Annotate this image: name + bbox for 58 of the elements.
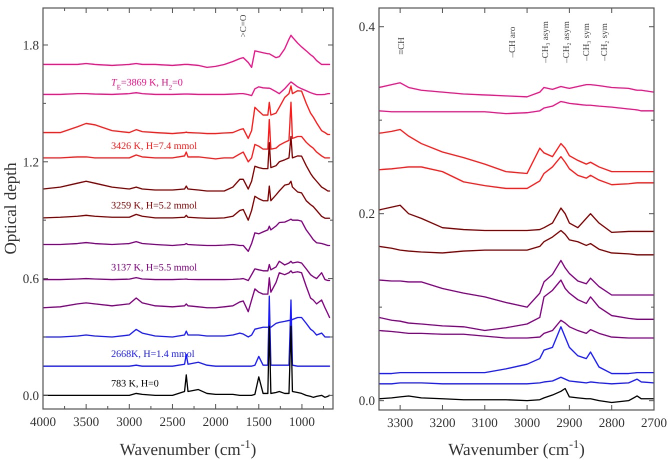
line-series — [379, 320, 654, 339]
x-tick-label: 3000 — [514, 415, 540, 430]
line-series — [379, 82, 654, 98]
line-series — [379, 204, 654, 234]
line-series — [43, 180, 330, 221]
line-series — [379, 128, 654, 174]
line-series — [379, 156, 654, 190]
line-series — [379, 326, 654, 374]
line-series — [43, 326, 330, 398]
x-tick-label: 2900 — [556, 415, 582, 430]
line-series — [43, 85, 330, 140]
line-series — [379, 388, 654, 404]
line-series — [379, 230, 654, 256]
annotation: –CH aro — [507, 26, 517, 58]
x-tick-label: 2500 — [159, 414, 186, 429]
x-tick-label: 3200 — [429, 415, 456, 430]
line-series — [379, 376, 654, 384]
annotation: –CH₃ sym — [581, 23, 591, 62]
x-tick-label: 1500 — [246, 414, 272, 429]
y-tick-label: 1.2 — [22, 154, 39, 170]
line-series — [43, 270, 330, 318]
annotation: –CH₂ sym — [599, 23, 609, 62]
y-axis-title: Optical depth — [1, 162, 20, 255]
series-label: 3259 K, H=5.2 mmol — [111, 200, 198, 212]
y-tick-label: 0.2 — [358, 206, 375, 222]
line-series — [43, 102, 330, 162]
annotation: –CH₃ asym — [540, 21, 550, 64]
y-tick-label: 0.4 — [358, 19, 376, 34]
series-label: 3426 K, H=7.4 mmol — [111, 140, 198, 152]
line-series — [43, 218, 330, 252]
line-series — [43, 295, 330, 367]
annotation: ≡CH — [396, 36, 406, 55]
x-tick-label: 3500 — [73, 414, 100, 429]
x-tick-label: 3300 — [387, 415, 414, 430]
line-series — [379, 100, 654, 114]
series-label: 783 K, H=0 — [111, 378, 159, 390]
series-label: 3137 K, H=5.5 mmol — [111, 262, 198, 274]
series-label: 2668K, H=1.4 mmol — [111, 349, 195, 360]
x-tick-label: 1000 — [288, 414, 315, 429]
x-tick-label: 2700 — [641, 415, 667, 430]
line-series — [43, 260, 330, 282]
y-tick-label: 1.8 — [22, 37, 39, 52]
line-series — [43, 136, 330, 192]
x-tick-label: 3000 — [116, 414, 142, 429]
series-label: T$_{E}$=3869 K, H$_{2}$=0 — [111, 77, 183, 92]
line-series — [379, 279, 654, 332]
y-tick-label: 0.0 — [358, 393, 375, 408]
y-tick-label: 0.0 — [22, 388, 39, 403]
annotation: –CH₂ asym — [561, 21, 571, 64]
x-tick-label: 2800 — [598, 415, 625, 430]
x-tick-label: 4000 — [30, 414, 56, 429]
x-tick-label: 2000 — [202, 414, 229, 429]
x-axis-title: Wavenumber (cm$^{-1}$) — [120, 437, 256, 459]
annotation: >C=O — [238, 14, 248, 38]
x-axis-title: Wavenumber (cm$^{-1}$) — [448, 437, 585, 459]
x-tick-label: 3100 — [472, 415, 498, 430]
line-series — [379, 260, 654, 308]
y-tick-label: 0.6 — [22, 271, 40, 286]
